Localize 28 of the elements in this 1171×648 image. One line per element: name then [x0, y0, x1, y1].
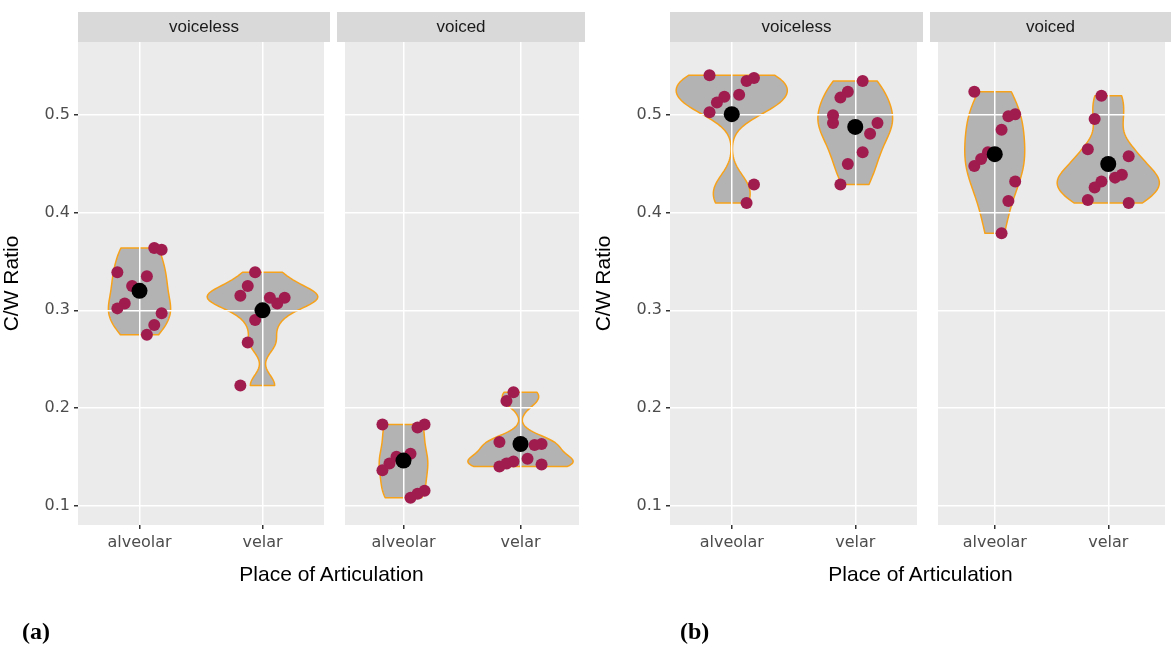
- y-tick-label: 0.1: [636, 494, 662, 514]
- y-tick-label: 0.2: [636, 397, 662, 417]
- y-axis-title: C/W Ratio: [591, 235, 615, 332]
- x-axis-title: Place of Articulation: [238, 562, 425, 586]
- y-tick-label: 0.2: [44, 397, 70, 417]
- x-tick-label: velar: [1088, 531, 1129, 551]
- x-tick-label: alveolar: [962, 531, 1028, 551]
- y-tick-label: 0.4: [44, 201, 70, 221]
- text: (b): [680, 618, 710, 645]
- x-tick-label: velar: [242, 531, 283, 551]
- x-tick-label: alveolar: [107, 531, 173, 551]
- y-tick-label: 0.5: [44, 104, 70, 124]
- y-tick-label: 0.3: [636, 299, 662, 319]
- chart-title: voiceless: [78, 12, 330, 42]
- chart-title: voiceless: [670, 12, 923, 42]
- x-tick-label: velar: [500, 531, 541, 551]
- x-tick-label: velar: [835, 531, 876, 551]
- chart-title: voiced: [337, 12, 585, 42]
- y-tick-label: 0.4: [636, 201, 662, 221]
- x-tick-label: alveolar: [699, 531, 765, 551]
- chart-title: voiced: [930, 12, 1171, 42]
- text: (a): [22, 618, 50, 645]
- x-axis-title: Place of Articulation: [827, 562, 1014, 586]
- y-axis-title: C/W Ratio: [0, 235, 23, 332]
- y-tick-label: 0.3: [44, 299, 70, 319]
- y-tick-label: 0.1: [44, 494, 70, 514]
- x-tick-label: alveolar: [371, 531, 437, 551]
- y-tick-label: 0.5: [636, 104, 662, 124]
